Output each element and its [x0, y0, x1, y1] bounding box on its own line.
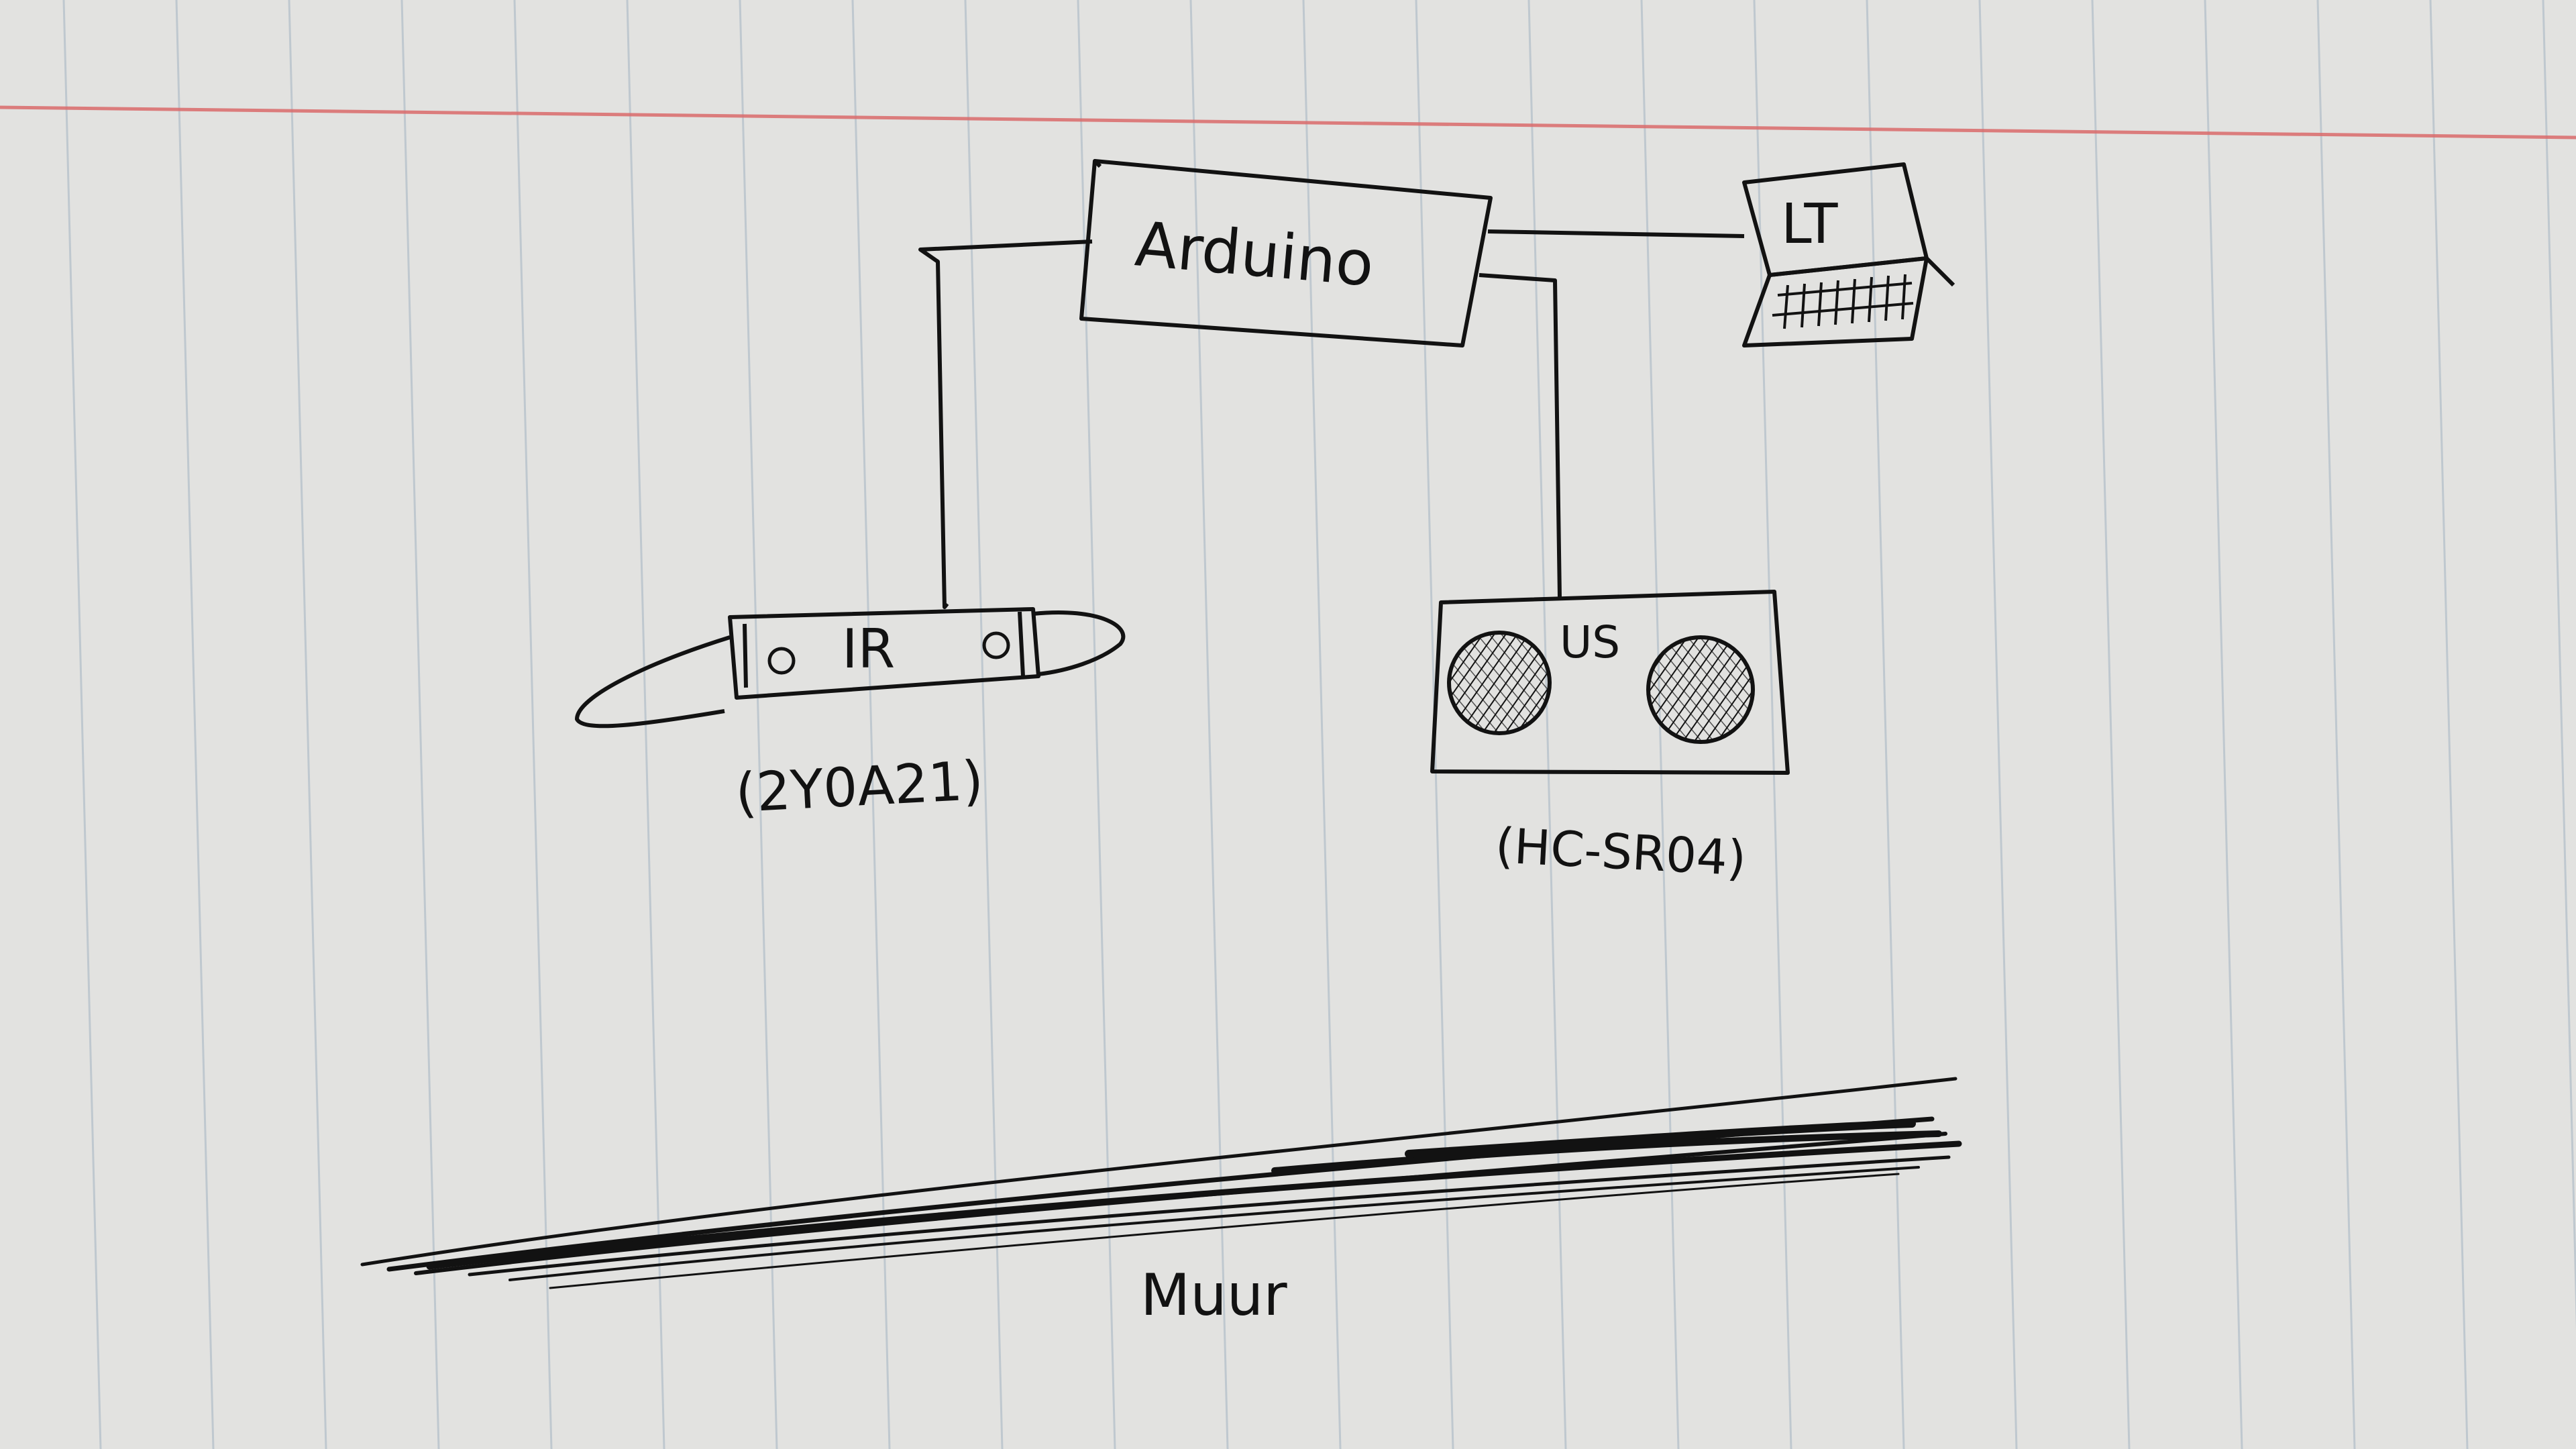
rule-line	[851, 0, 891, 1449]
us-transducer-left-shading	[1449, 633, 1550, 733]
us-transducer-right-shading	[1648, 637, 1753, 742]
ir-model-label: (2Y0A21)	[734, 749, 985, 824]
wire-arduino-us	[1479, 273, 1562, 598]
margin-line	[0, 105, 2576, 140]
rule-line	[964, 0, 1004, 1449]
wire-arduino-ir	[918, 239, 1093, 609]
rule-line	[2429, 0, 2469, 1449]
us-model-label: (HC-SR04)	[1494, 817, 1748, 886]
wall-label: Muur	[1140, 1262, 1287, 1329]
rule-line	[1978, 0, 2018, 1449]
ultrasonic-sensor	[1430, 590, 1790, 775]
laptop-icon	[1742, 162, 1955, 347]
rule-line	[1866, 0, 1905, 1449]
rule-line	[288, 0, 327, 1449]
rule-line	[2204, 0, 2243, 1449]
rule-line	[2316, 0, 2356, 1449]
rule-line	[62, 0, 102, 1449]
rule-line	[513, 0, 553, 1449]
rule-line	[2091, 0, 2131, 1449]
ir-label: IR	[842, 618, 895, 680]
ir-sensor	[575, 607, 1126, 729]
wire-arduino-laptop	[1487, 229, 1745, 238]
arduino-box	[1079, 159, 1493, 347]
rule-line	[2542, 0, 2576, 1331]
rule-line	[175, 0, 215, 1449]
ir-emitter-icon	[767, 647, 796, 675]
laptop-label: LT	[1781, 193, 1838, 256]
rule-line	[1527, 0, 1567, 1449]
us-label: US	[1560, 616, 1620, 668]
wall-scribble	[360, 1077, 1962, 1289]
rule-line	[400, 0, 440, 1449]
ir-receiver-icon	[982, 631, 1010, 659]
